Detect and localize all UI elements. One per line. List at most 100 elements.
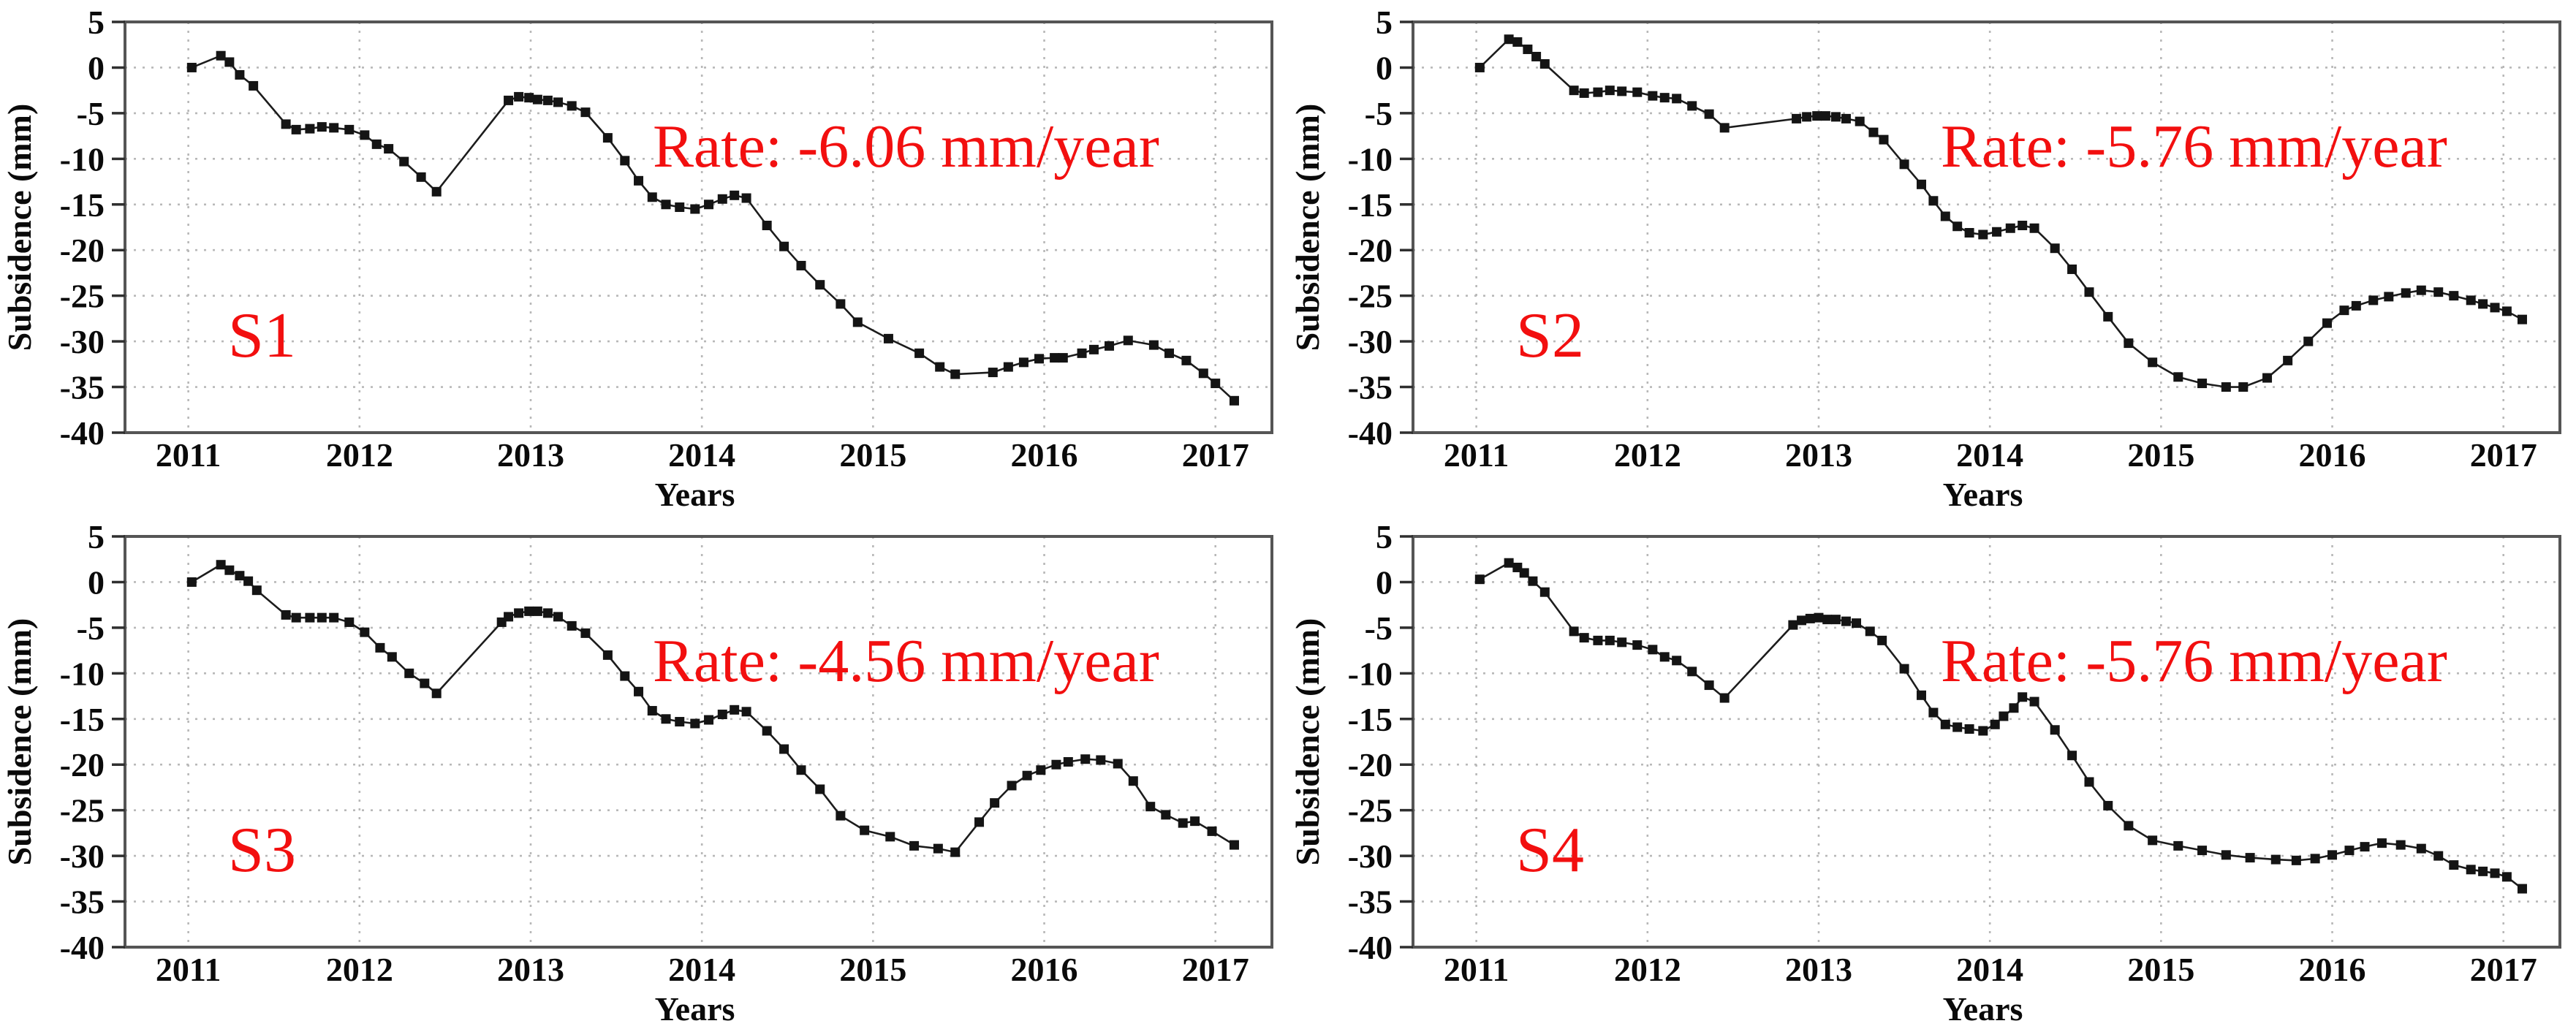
s4-x-tick-label: 2016	[2299, 951, 2366, 988]
s3-y-tick-label: 0	[88, 563, 105, 601]
s2-y-tick-label: -30	[1348, 323, 1393, 360]
s3-x-tick-labels: 2011 2012 2013 2014 2015 2016 2017	[156, 951, 1249, 988]
s2-rate-annotation: Rate: -5.76 mm/year	[1941, 113, 2447, 181]
s1-x-tick-label: 2017	[1182, 436, 1249, 474]
s1-rate-annotation: Rate: -6.06 mm/year	[653, 113, 1159, 181]
s4-station-label: S4	[1516, 815, 1584, 886]
s4-x-tick-label: 2017	[2470, 951, 2537, 988]
s2-x-tick-label: 2011	[1444, 436, 1509, 474]
s4-x-tick-label: 2012	[1614, 951, 1681, 988]
s2-y-tick-label: -20	[1348, 232, 1393, 269]
s4-y-tick-label: 0	[1376, 563, 1393, 601]
s2-y-tick-labels: 5 0 -5 -10 -15 -20 -25 -30 -35 -40	[1348, 4, 1393, 452]
s1-y-tick-label: -10	[60, 140, 105, 178]
s3-y-tick-label: -20	[60, 746, 105, 783]
s3-y-tick-label: -25	[60, 792, 105, 829]
s4-y-tick-label: -30	[1348, 838, 1393, 875]
s3-y-tick-label: -30	[60, 838, 105, 875]
s1-x-axis-title: Years	[655, 476, 735, 513]
s3-y-tick-label: -40	[60, 929, 105, 966]
panel-chart-s4: 5 0 -5 -10 -15 -20 -25 -30 -35 -40 2011 2012 2013 201…	[1288, 514, 2576, 1029]
s3-x-tick-label: 2012	[326, 951, 393, 988]
s3-y-tick-label: -35	[60, 884, 105, 921]
s3-y-tick-label: -15	[60, 701, 105, 738]
s3-station-label: S3	[228, 815, 296, 886]
s1-x-tick-labels: 2011 2012 2013 2014 2015 2016 2017	[156, 436, 1249, 474]
s2-x-tick-label: 2017	[2470, 436, 2537, 474]
s2-x-tick-label: 2016	[2299, 436, 2366, 474]
s4-x-tick-labels: 2011 2012 2013 2014 2015 2016 2017	[1444, 951, 2537, 988]
s4-y-tick-label: -15	[1348, 701, 1393, 738]
s3-x-tick-label: 2013	[497, 951, 564, 988]
s2-y-tick-label: -35	[1348, 369, 1393, 406]
s3-gridlines	[125, 536, 1272, 947]
s2-y-tick-label: -15	[1348, 186, 1393, 224]
s1-y-tick-label: 5	[88, 4, 105, 41]
s2-y-tick-label: -25	[1348, 278, 1393, 315]
s1-x-tick-label: 2015	[839, 436, 906, 474]
s1-x-tick-label: 2014	[668, 436, 735, 474]
s1-y-tick-label: -20	[60, 232, 105, 269]
s2-x-axis-title: Years	[1943, 476, 2023, 513]
s1-plot-frame	[124, 20, 1273, 434]
s2-station-label: S2	[1516, 300, 1584, 371]
s2-x-tick-label: 2015	[2127, 436, 2194, 474]
s1-x-tick-label: 2016	[1011, 436, 1078, 474]
s3-rate-annotation: Rate: -4.56 mm/year	[653, 627, 1159, 695]
s2-x-tick-label: 2014	[1956, 436, 2023, 474]
s1-y-tick-label: -25	[60, 278, 105, 315]
s4-x-tick-label: 2013	[1785, 951, 1852, 988]
s4-y-tick-label: -20	[1348, 746, 1393, 783]
s3-x-tick-label: 2015	[839, 951, 906, 988]
s3-y-tick-labels: 5 0 -5 -10 -15 -20 -25 -30 -35 -40	[60, 518, 105, 966]
s2-gridlines	[1413, 22, 2560, 433]
s1-y-tick-label: -5	[77, 95, 105, 132]
s4-y-tick-label: -25	[1348, 792, 1393, 829]
s3-x-tick-label: 2017	[1182, 951, 1249, 988]
s3-x-tick-label: 2011	[156, 951, 221, 988]
s1-y-tick-labels: 5 0 -5 -10 -15 -20 -25 -30 -35 -40	[60, 4, 105, 452]
s3-series-markers	[186, 560, 1239, 857]
s4-y-tick-label: -5	[1365, 610, 1393, 647]
s1-plot-background	[0, 0, 1288, 514]
s4-x-tick-label: 2015	[2127, 951, 2194, 988]
s4-y-tick-labels: 5 0 -5 -10 -15 -20 -25 -30 -35 -40	[1348, 518, 1393, 966]
s1-x-tick-label: 2013	[497, 436, 564, 474]
s1-y-tick-label: 0	[88, 49, 105, 86]
s1-y-tick-marks	[112, 20, 125, 434]
s4-series-markers	[1474, 558, 2527, 894]
s4-x-tick-label: 2014	[1956, 951, 2023, 988]
s3-y-tick-label: -10	[60, 655, 105, 692]
panel-chart-s1: 5 0 -5 -10 -15 -20 -25 -30 -35 -40 2011 2012 2013 201…	[0, 0, 1288, 514]
s1-x-tick-label: 2011	[156, 436, 221, 474]
s3-x-tick-label: 2016	[1011, 951, 1078, 988]
s1-x-tick-label: 2012	[326, 436, 393, 474]
s2-y-axis-title: Subsidence (mm)	[1289, 104, 1326, 352]
s2-y-tick-label: -5	[1365, 95, 1393, 132]
s1-series-markers	[186, 50, 1239, 406]
s2-y-tick-label: -10	[1348, 140, 1393, 178]
s1-y-tick-label: -30	[60, 323, 105, 360]
s3-x-axis-title: Years	[655, 990, 735, 1028]
s4-plot-background	[1288, 514, 2576, 1029]
s3-y-axis-title: Subsidence (mm)	[1, 618, 38, 866]
s2-series-markers	[1474, 34, 2527, 392]
s1-y-tick-label: -40	[60, 414, 105, 452]
s3-plot-background	[0, 514, 1288, 1029]
s1-station-label: S1	[228, 300, 296, 371]
s2-plot-background	[1288, 0, 2576, 514]
s3-x-tick-label: 2014	[668, 951, 735, 988]
s2-y-tick-label: 5	[1376, 4, 1393, 41]
s4-y-tick-label: -10	[1348, 655, 1393, 692]
s3-y-tick-label: 5	[88, 518, 105, 555]
s2-y-tick-label: 0	[1376, 49, 1393, 86]
s2-plot-frame	[1412, 20, 2561, 434]
s2-y-tick-marks	[1400, 20, 1413, 434]
s2-x-tick-labels: 2011 2012 2013 2014 2015 2016 2017	[1444, 436, 2537, 474]
s4-y-tick-label: -40	[1348, 929, 1393, 966]
panel-chart-s2: 5 0 -5 -10 -15 -20 -25 -30 -35 -40 2011 2012 2013 201…	[1288, 0, 2576, 514]
s4-y-axis-title: Subsidence (mm)	[1289, 618, 1326, 866]
